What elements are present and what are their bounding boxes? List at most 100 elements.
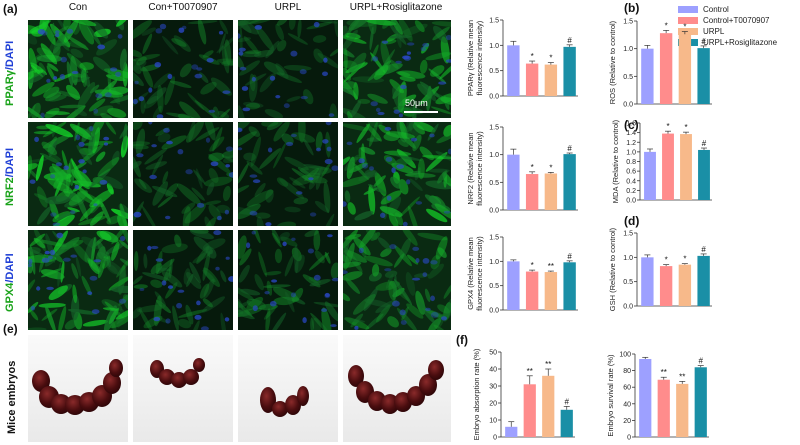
survival-tick-label: 20	[623, 418, 631, 425]
absorption-bar	[560, 409, 573, 437]
ros-significance-mark: *	[665, 21, 668, 30]
survival-significance-mark: **	[661, 368, 667, 377]
absorption-bar	[505, 426, 518, 437]
survival-tick-label: 100	[619, 352, 631, 359]
survival-tick-label: 0	[627, 435, 631, 442]
ros-significance-mark: *	[683, 23, 686, 32]
absorption-bar	[523, 384, 536, 437]
pparg-bar	[525, 63, 539, 96]
ros-bar	[659, 33, 673, 104]
micrograph-gpx4-urpl	[238, 230, 338, 330]
pparg-significance-mark: *	[549, 54, 552, 63]
pparg-bar	[563, 46, 576, 96]
gsh-bar	[641, 257, 654, 306]
pparg-tick-label: 1.5	[489, 18, 499, 25]
gpx4-tick-label: 0.5	[489, 283, 499, 290]
absorption-bar	[542, 375, 555, 437]
mda-y-label: MDA (Relative to control)	[611, 119, 620, 203]
micrograph-pparg-urpl-rosiglitazone	[343, 20, 451, 118]
scale-bar	[404, 111, 438, 113]
panel-label-c: (c)	[624, 118, 639, 132]
ros-significance-mark: #	[701, 37, 706, 46]
gsh-y-label: GSH (Relative to control)	[608, 227, 617, 311]
mda-bar	[680, 134, 692, 200]
gpx4-y-label: GPX4 (Relative mean	[466, 237, 475, 310]
ros-tick-label: 1.0	[623, 46, 633, 53]
pparg-tick-label: 0.0	[489, 94, 499, 101]
embryo-chain-urpl-rosiglitazone	[348, 360, 444, 414]
mda-significance-mark: #	[702, 139, 707, 148]
survival-y-label: Embryo survival rate (%)	[606, 354, 615, 437]
nrf2-y-label: NRF2 (Relative mean	[466, 132, 475, 204]
mda-tick-label: 1.4	[626, 130, 636, 137]
micrograph-pparg-con	[28, 20, 128, 118]
mda-tick-label: 1.6	[626, 121, 636, 128]
micrograph-gpx4-urpl-rosiglitazone	[343, 230, 451, 330]
nrf2-significance-mark: *	[549, 163, 552, 172]
panel-label-e: (e)	[3, 322, 18, 336]
legend-item-control: Control	[678, 4, 777, 15]
ros-tick-label: 0.0	[623, 102, 633, 109]
survival-bar	[676, 383, 689, 437]
nrf2-y-label: fluorescence intensity)	[475, 131, 484, 206]
micrograph-gpx4-con-t0070907	[133, 230, 233, 330]
nrf2-tick-label: 0.0	[489, 208, 499, 215]
gsh-bar	[678, 264, 692, 306]
pparg-y-label: fluorescence intensity)	[475, 20, 484, 95]
absorption-tick-label: 30	[489, 384, 497, 391]
pparg-bar	[544, 64, 558, 96]
gsh-significance-mark: *	[683, 255, 686, 264]
column-header-con: Con	[68, 2, 88, 13]
gpx4-bar	[525, 271, 539, 310]
micrograph-nrf2-con-t0070907	[133, 122, 233, 226]
absorption-tick-label: 20	[489, 401, 497, 408]
nrf2-significance-mark: #	[567, 144, 572, 153]
mda-tick-label: 1.2	[626, 140, 636, 147]
gsh-tick-label: 1.0	[623, 255, 633, 262]
mda-tick-label: 0.6	[626, 169, 636, 176]
survival-significance-mark: #	[699, 357, 704, 366]
gsh-tick-label: 0.0	[623, 304, 633, 311]
nrf2-bar	[507, 154, 520, 210]
micrograph-nrf2-urpl-rosiglitazone	[343, 122, 451, 226]
survival-significance-mark: **	[679, 372, 685, 381]
nrf2-tick-label: 1.5	[489, 125, 499, 132]
embryo-chain-con	[32, 359, 123, 415]
embryo-chain-urpl	[260, 386, 309, 417]
pparg-significance-mark: *	[531, 52, 534, 61]
ros-bar	[641, 48, 654, 104]
legend-label: Control	[703, 5, 729, 14]
gsh-tick-label: 0.5	[623, 279, 633, 286]
micrograph-pparg-urpl	[238, 20, 338, 118]
scale-bar-label: 50μm	[405, 98, 428, 108]
absorption-significance-mark: #	[565, 397, 570, 406]
panel-label-b: (b)	[624, 1, 640, 15]
absorption-tick-label: 0	[493, 435, 497, 442]
mda-tick-label: 1.0	[626, 149, 636, 156]
gsh-significance-mark: #	[701, 245, 706, 254]
mda-tick-label: 0.8	[626, 159, 636, 166]
pparg-tick-label: 0.5	[489, 68, 499, 75]
mda-significance-mark: *	[684, 123, 687, 132]
absorption-y-label: Embryo absorption rate (%)	[472, 348, 481, 440]
panel-label-f: (f)	[456, 333, 468, 347]
gpx4-y-label: fluorescence intensity)	[475, 236, 484, 311]
nrf2-tick-label: 0.5	[489, 180, 499, 187]
pparg-bar	[507, 45, 520, 96]
legend-label: URPL+Rosiglitazone	[703, 38, 778, 47]
ros-tick-label: 1.5	[623, 19, 633, 26]
gsh-bar	[659, 266, 673, 306]
legend-item-control-t0070907: Control+T0070907	[678, 15, 777, 26]
gsh-tick-label: 1.5	[623, 231, 633, 238]
gpx4-bar	[563, 262, 576, 310]
mda-tick-label: 0.4	[626, 178, 636, 185]
embryo-photo-con-t0070907	[133, 335, 233, 442]
gsh-significance-mark: *	[665, 256, 668, 265]
absorption-tick-label: 10	[489, 418, 497, 425]
survival-bar	[657, 379, 670, 437]
absorption-tick-label: 50	[489, 350, 497, 357]
legend-swatch	[678, 17, 698, 24]
survival-tick-label: 80	[623, 368, 631, 375]
ros-y-label: ROS (Relative to control)	[608, 20, 617, 104]
